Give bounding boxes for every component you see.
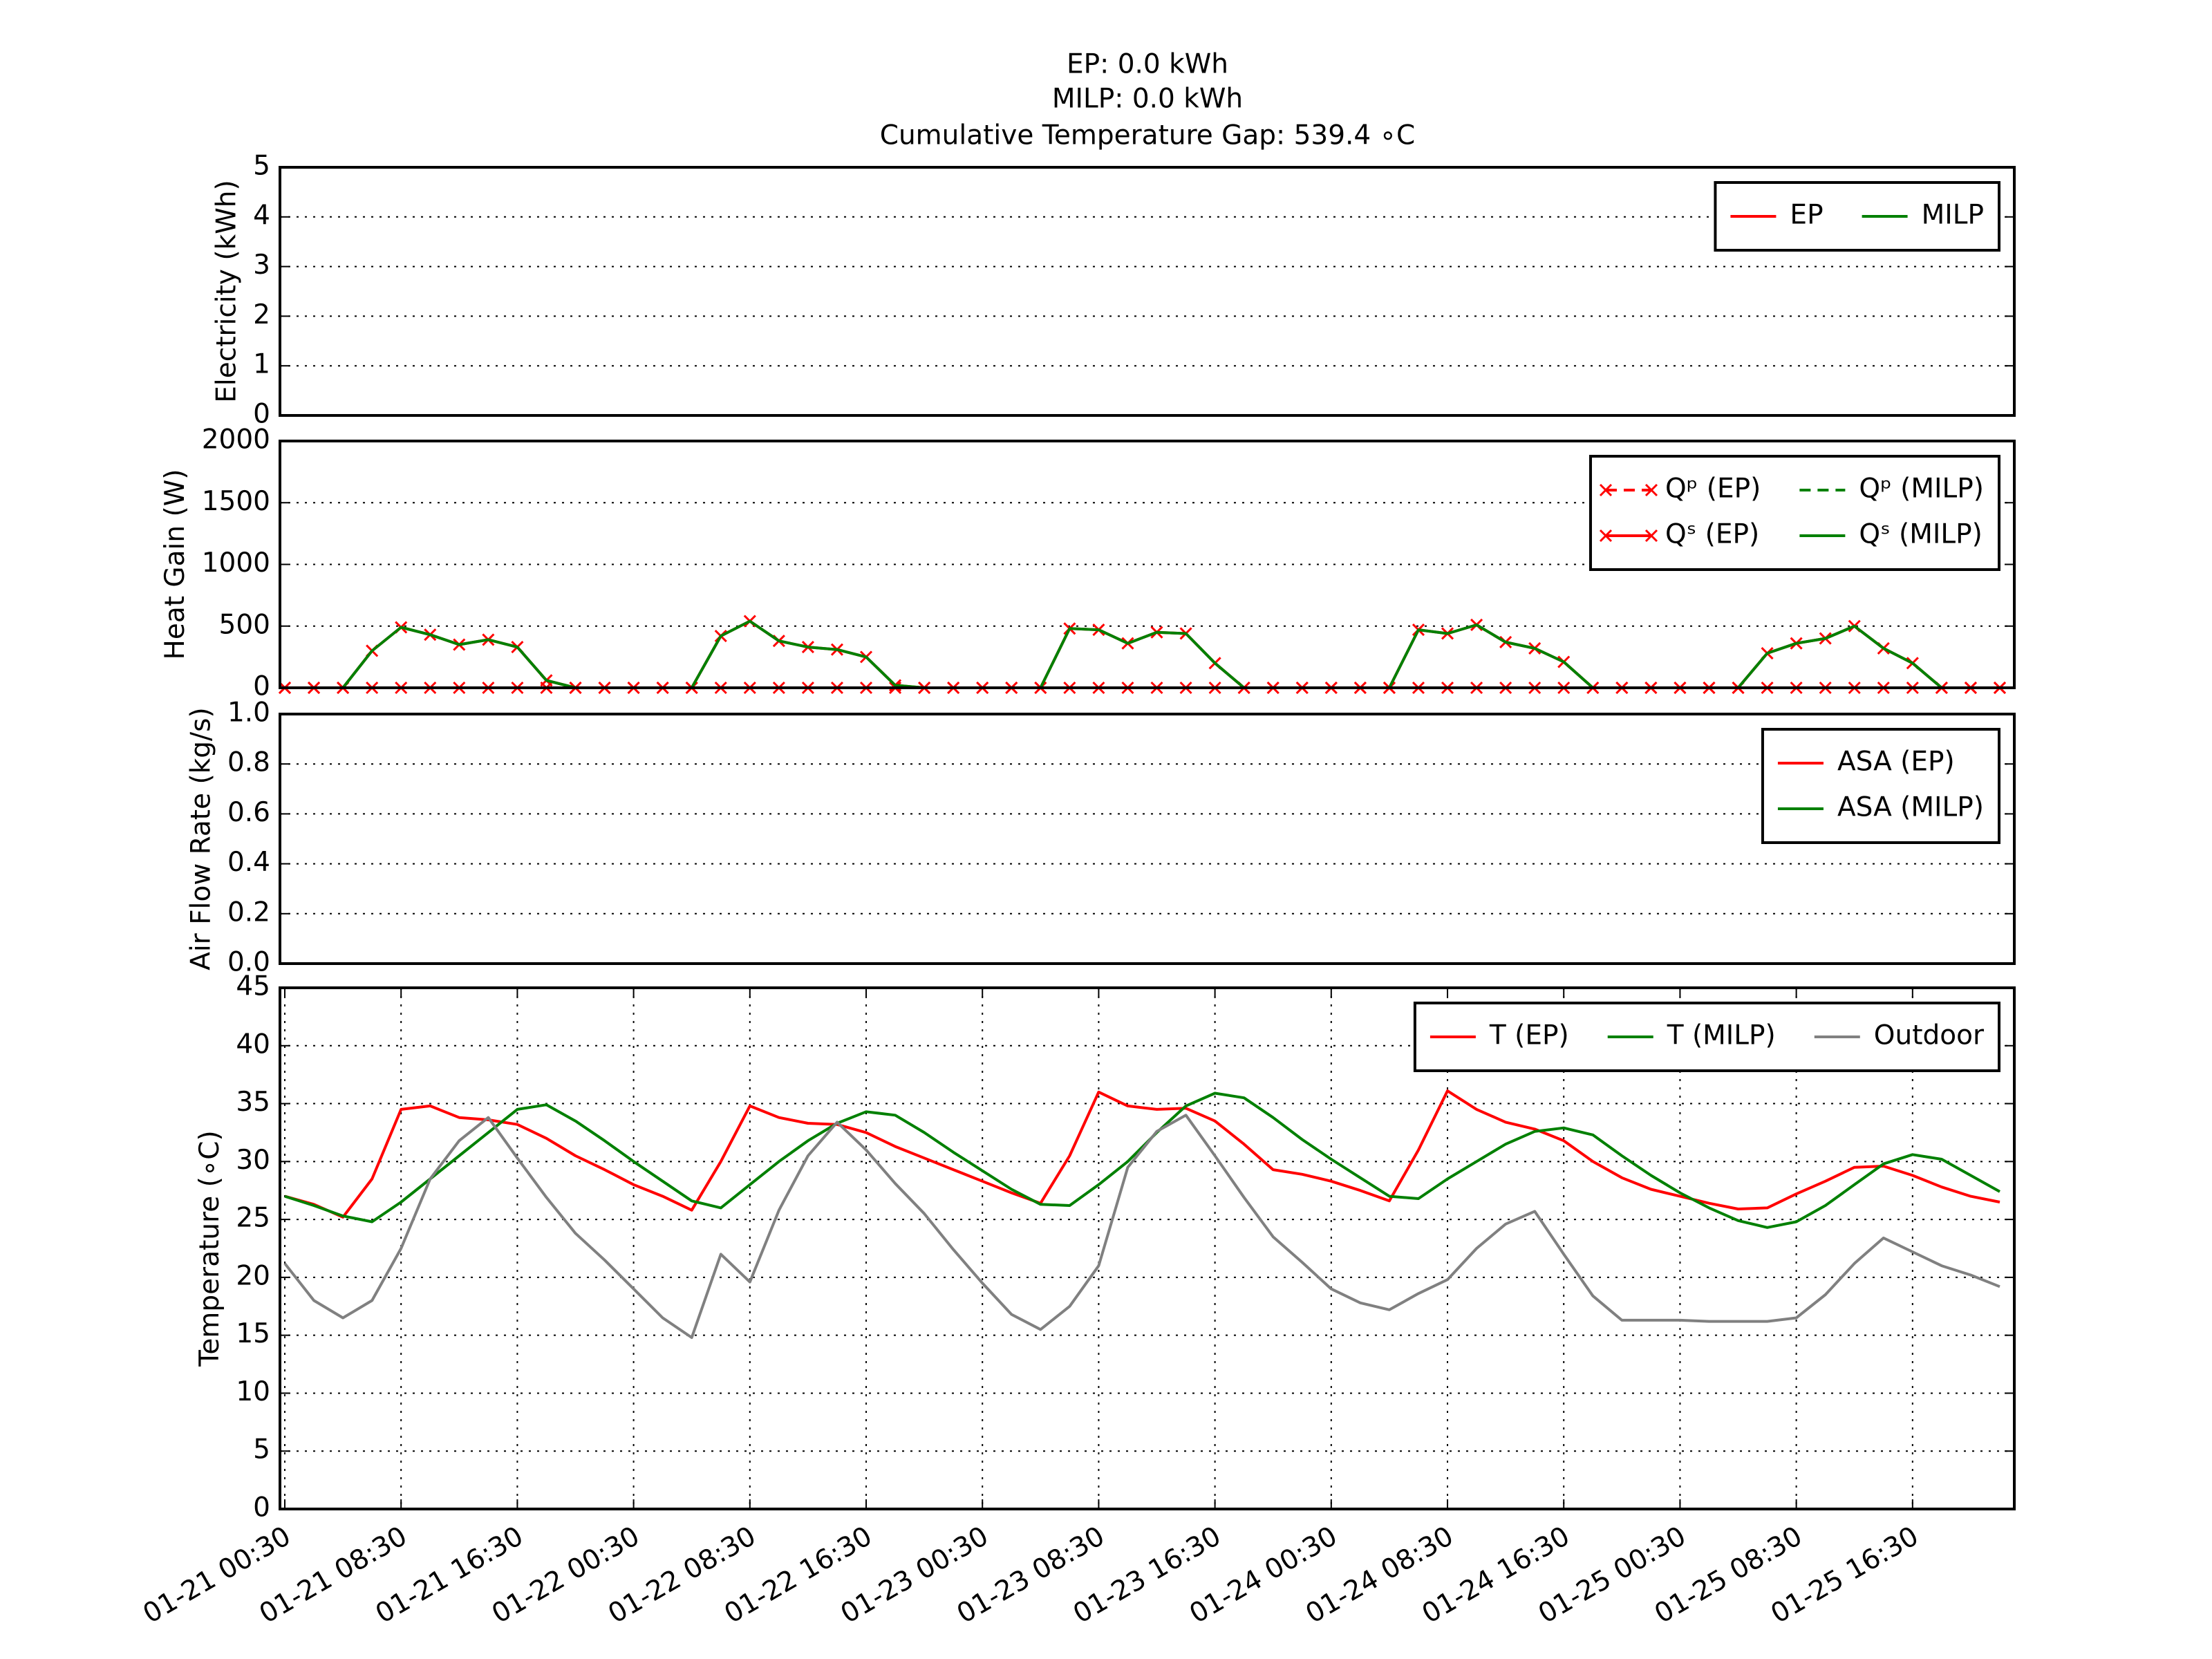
legend: T (EP) T (MILP) Outdoor xyxy=(1413,1002,2000,1072)
y-tick-label: 5 xyxy=(253,1434,270,1465)
y-tick-label: 1.0 xyxy=(227,697,270,729)
y-tick-label: 1000 xyxy=(202,547,270,579)
y-tick-label: 0.6 xyxy=(227,797,270,828)
series-line xyxy=(284,1091,2000,1229)
legend-marker xyxy=(1599,529,1613,543)
y-tick-label: 10 xyxy=(236,1376,270,1407)
y-tick-label: 1 xyxy=(253,349,270,380)
y-tick-label: 2000 xyxy=(202,424,270,456)
y-tick-label: 0.8 xyxy=(227,747,270,778)
legend-frame xyxy=(1413,1002,2000,1072)
title-line: MILP: 0.0 kWh xyxy=(1052,84,1243,115)
y-tick-label: 2 xyxy=(253,299,270,330)
y-tick-label: 4 xyxy=(253,200,270,231)
legend-label: T (MILP) xyxy=(1667,1020,1776,1051)
plot-frame xyxy=(279,166,2016,417)
legend-label: ASA (MILP) xyxy=(1837,792,1984,823)
legend-frame xyxy=(1761,728,2000,844)
legend: EP MILP xyxy=(1714,181,2000,252)
legend-marker xyxy=(1644,483,1658,497)
y-tick-label: 0.2 xyxy=(227,897,270,928)
y-tick-label: 5 xyxy=(253,151,270,182)
legend-label: Qᵖ (EP) xyxy=(1665,474,1761,505)
legend-frame xyxy=(1588,455,2000,571)
y-tick-label: 3 xyxy=(253,250,270,281)
y-axis-label: Temperature (∘C) xyxy=(194,1130,225,1367)
y-tick-label: 30 xyxy=(236,1145,270,1176)
y-axis-label: Air Flow Rate (kg/s) xyxy=(185,707,216,970)
y-axis-label: Heat Gain (W) xyxy=(160,469,191,660)
legend: Qᵖ (EP) Qˢ (EP) Qᵖ (MILP) Qˢ (MILP) xyxy=(1588,455,2000,571)
legend-label: Outdoor xyxy=(1874,1020,1985,1051)
y-tick-label: 0.0 xyxy=(227,947,270,978)
y-tick-label: 0 xyxy=(253,1492,270,1524)
plot-frame xyxy=(279,713,2016,965)
y-tick-label: 35 xyxy=(236,1087,270,1118)
y-tick-label: 25 xyxy=(236,1203,270,1234)
legend: ASA (EP) ASA (MILP) xyxy=(1761,728,2000,844)
series-line xyxy=(284,1089,2000,1219)
plot-frame xyxy=(279,986,2016,1510)
y-tick-label: 0 xyxy=(253,671,270,702)
y-tick-label: 0.4 xyxy=(227,847,270,878)
title-line: Cumulative Temperature Gap: 539.4 ∘C xyxy=(880,120,1416,151)
series-line xyxy=(283,1114,2000,1339)
legend-label: MILP xyxy=(1922,200,1984,231)
y-tick-label: 45 xyxy=(236,971,270,1002)
legend-label: ASA (EP) xyxy=(1837,747,1955,778)
legend-label: Qˢ (EP) xyxy=(1665,519,1759,550)
y-tick-label: 20 xyxy=(236,1260,270,1291)
legend-label: EP xyxy=(1790,200,1823,231)
y-tick-label: 500 xyxy=(219,609,270,640)
title-line: EP: 0.0 kWh xyxy=(1067,49,1228,80)
y-axis-label: Electricity (kWh) xyxy=(212,180,243,402)
legend-marker xyxy=(1644,529,1658,543)
legend-label: T (EP) xyxy=(1489,1020,1569,1051)
y-tick-label: 0 xyxy=(253,399,270,430)
y-tick-label: 1500 xyxy=(202,486,270,517)
legend-label: Qᵖ (MILP) xyxy=(1859,474,1984,505)
legend-label: Qˢ (MILP) xyxy=(1859,519,1982,550)
legend-marker xyxy=(1599,483,1613,497)
y-tick-label: 15 xyxy=(236,1318,270,1349)
y-tick-label: 40 xyxy=(236,1029,270,1060)
